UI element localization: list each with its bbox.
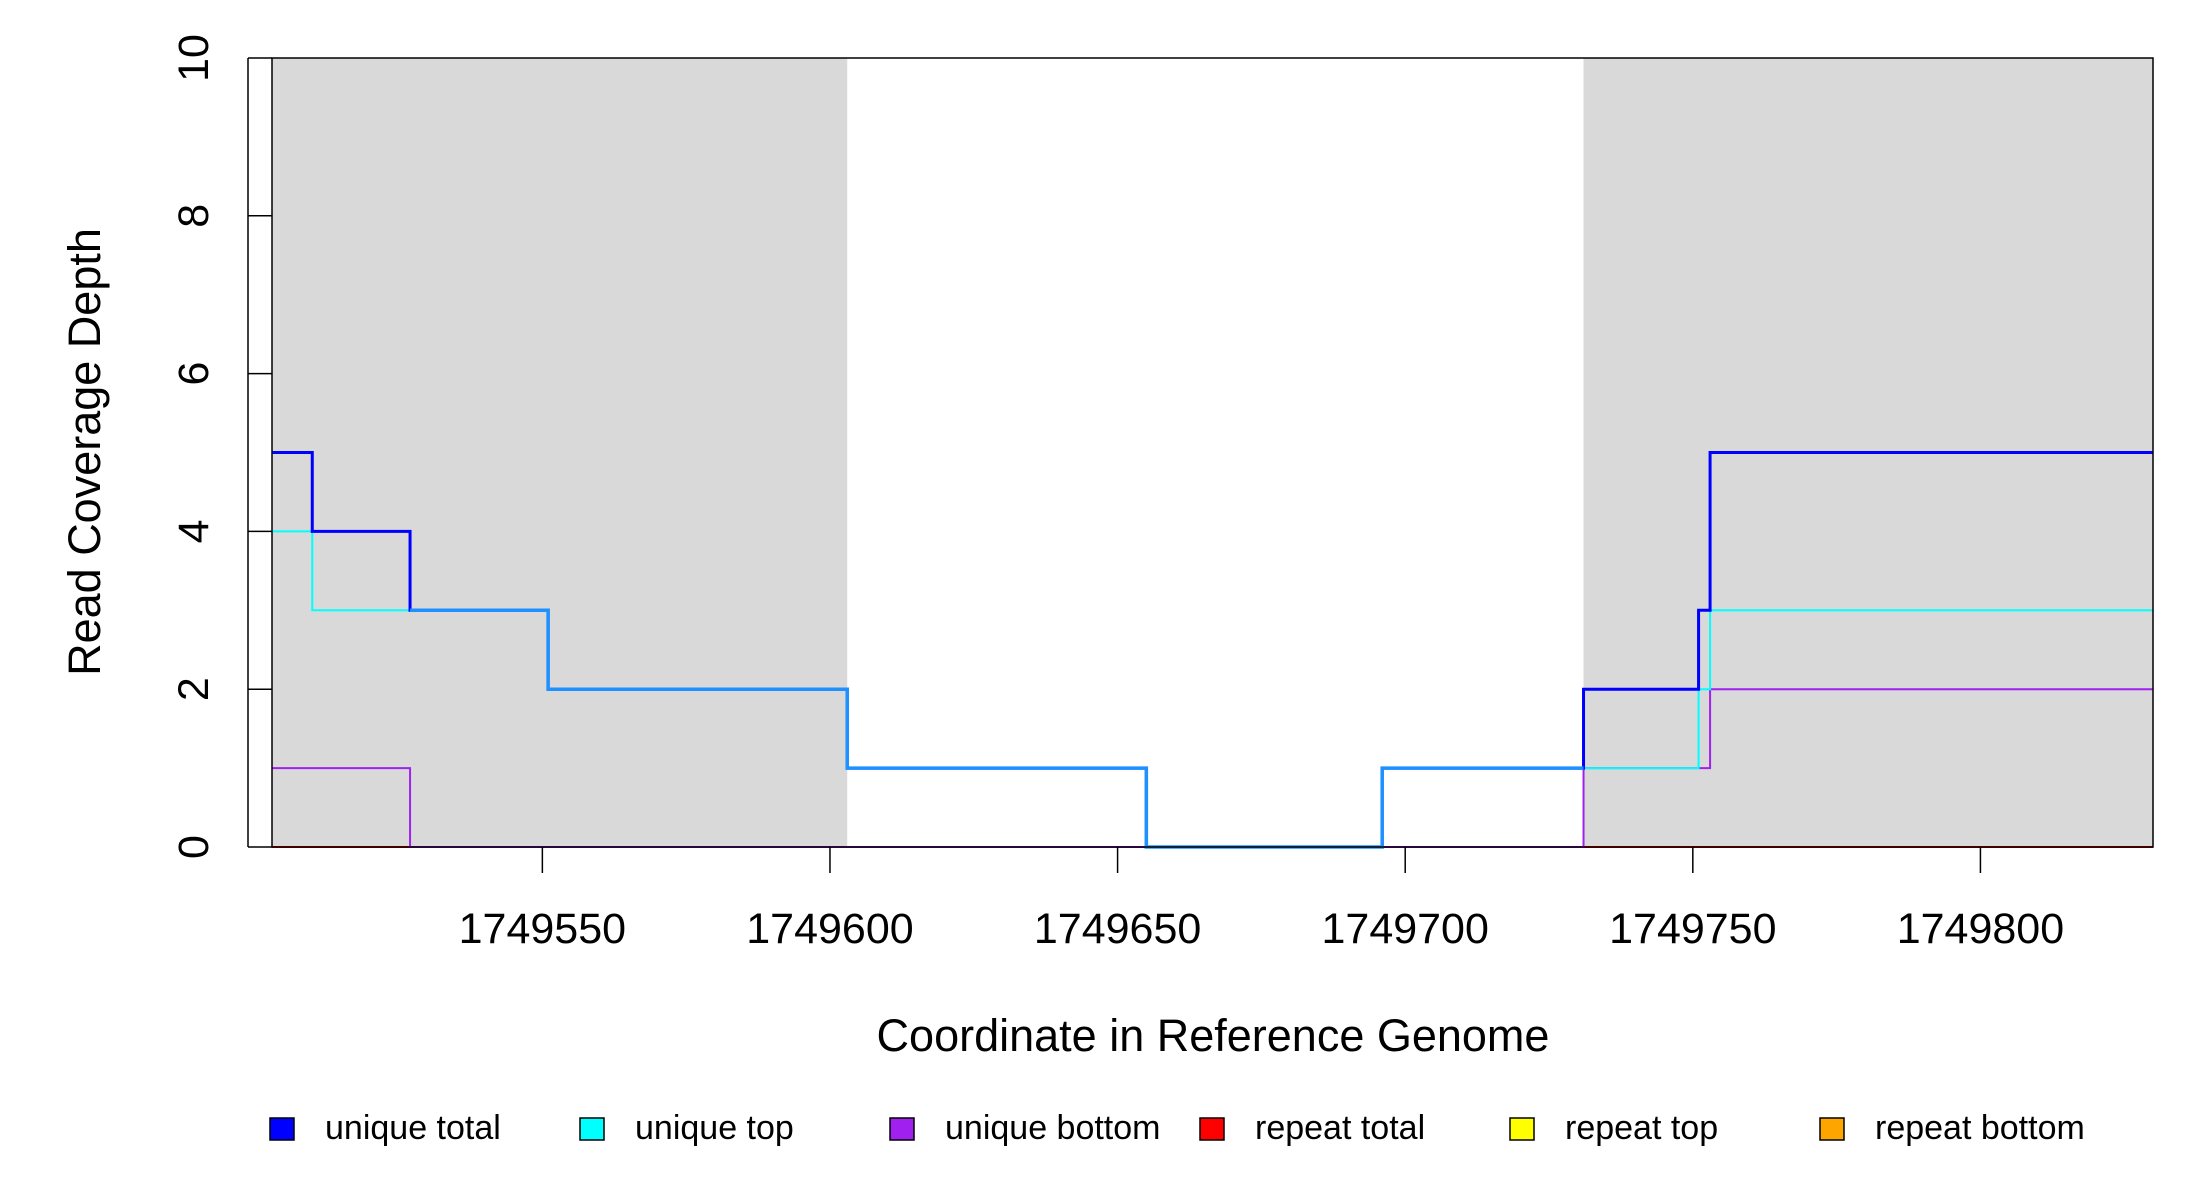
y-tick-label: 4 — [170, 519, 218, 543]
legend-item-unique-bottom: unique bottom — [889, 1109, 1161, 1147]
legend-label: unique total — [325, 1109, 501, 1147]
x-tick-label: 1749700 — [1321, 905, 1488, 953]
y-tick-label: 10 — [170, 34, 218, 82]
legend-swatch — [1199, 1117, 1225, 1141]
y-tick-label: 0 — [170, 835, 218, 859]
legend-item-unique-total: unique total — [269, 1109, 501, 1147]
x-tick-label: 1749750 — [1609, 905, 1776, 953]
legend-label: unique bottom — [945, 1109, 1161, 1147]
x-axis-title: Coordinate in Reference Genome — [877, 1010, 1550, 1061]
x-tick-label: 1749600 — [746, 905, 913, 953]
y-tick-label: 8 — [170, 204, 218, 228]
x-tick-label: 1749650 — [1034, 905, 1201, 953]
x-axis: 1749550 1749600 1749650 1749700 1749750 17498… — [459, 847, 2064, 953]
legend-item-unique-top: unique top — [579, 1109, 794, 1147]
legend-label: repeat bottom — [1875, 1109, 2085, 1147]
y-tick-label: 2 — [170, 677, 218, 701]
legend-swatch — [1509, 1117, 1535, 1141]
series-overlap-unique-total-top — [410, 608, 1584, 849]
series-line-unique-bottom — [272, 688, 2153, 848]
legend-item-repeat-top: repeat top — [1509, 1109, 1718, 1147]
legend-swatch — [1819, 1117, 1845, 1141]
legend-swatch — [269, 1117, 295, 1141]
legend-swatch — [579, 1117, 605, 1141]
legend-label: repeat total — [1255, 1109, 1425, 1147]
legend-item-repeat-total: repeat total — [1199, 1109, 1425, 1147]
legend-swatch — [889, 1117, 915, 1141]
legend: unique total unique top unique bottom repea… — [269, 1109, 2085, 1147]
y-axis-title: Read Coverage Depth — [59, 228, 110, 676]
shaded-region-1 — [272, 58, 848, 847]
legend-label: repeat top — [1565, 1109, 1718, 1147]
x-tick-label: 1749800 — [1897, 905, 2064, 953]
legend-item-repeat-bottom: repeat bottom — [1819, 1109, 2085, 1147]
y-tick-label: 6 — [170, 362, 218, 386]
y-axis: 0 2 4 6 8 10 — [170, 34, 272, 859]
plot-frame — [271, 57, 2154, 848]
x-tick-label: 1749550 — [459, 905, 626, 953]
legend-label: unique top — [635, 1109, 794, 1147]
